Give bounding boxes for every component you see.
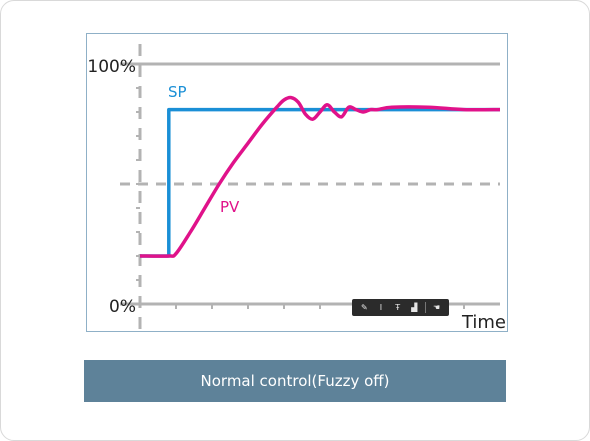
y-tick-label-0: 0%: [109, 297, 136, 317]
series-label-sp: SP: [168, 83, 187, 101]
caption-text: Normal control(Fuzzy off): [200, 372, 390, 390]
x-axis-label: Time: [461, 312, 506, 333]
labels: 100% 0% Time SP PV: [87, 57, 506, 333]
toolbar-divider: [424, 302, 426, 313]
hand-icon[interactable]: ☚: [433, 303, 441, 312]
series-line-pv: [139, 95, 501, 258]
caption-bar: Normal control(Fuzzy off): [84, 360, 506, 402]
y-tick-label-100: 100%: [87, 57, 136, 77]
annotation-toolbar: ✎ I Ŧ ▟ ☚: [352, 299, 449, 316]
text-size-icon[interactable]: Ŧ: [395, 303, 401, 312]
series: [139, 95, 501, 258]
series-label-pv: PV: [220, 198, 240, 216]
text-icon[interactable]: I: [379, 303, 383, 312]
image-icon[interactable]: ▟: [411, 303, 418, 312]
pen-icon[interactable]: ✎: [360, 303, 368, 312]
